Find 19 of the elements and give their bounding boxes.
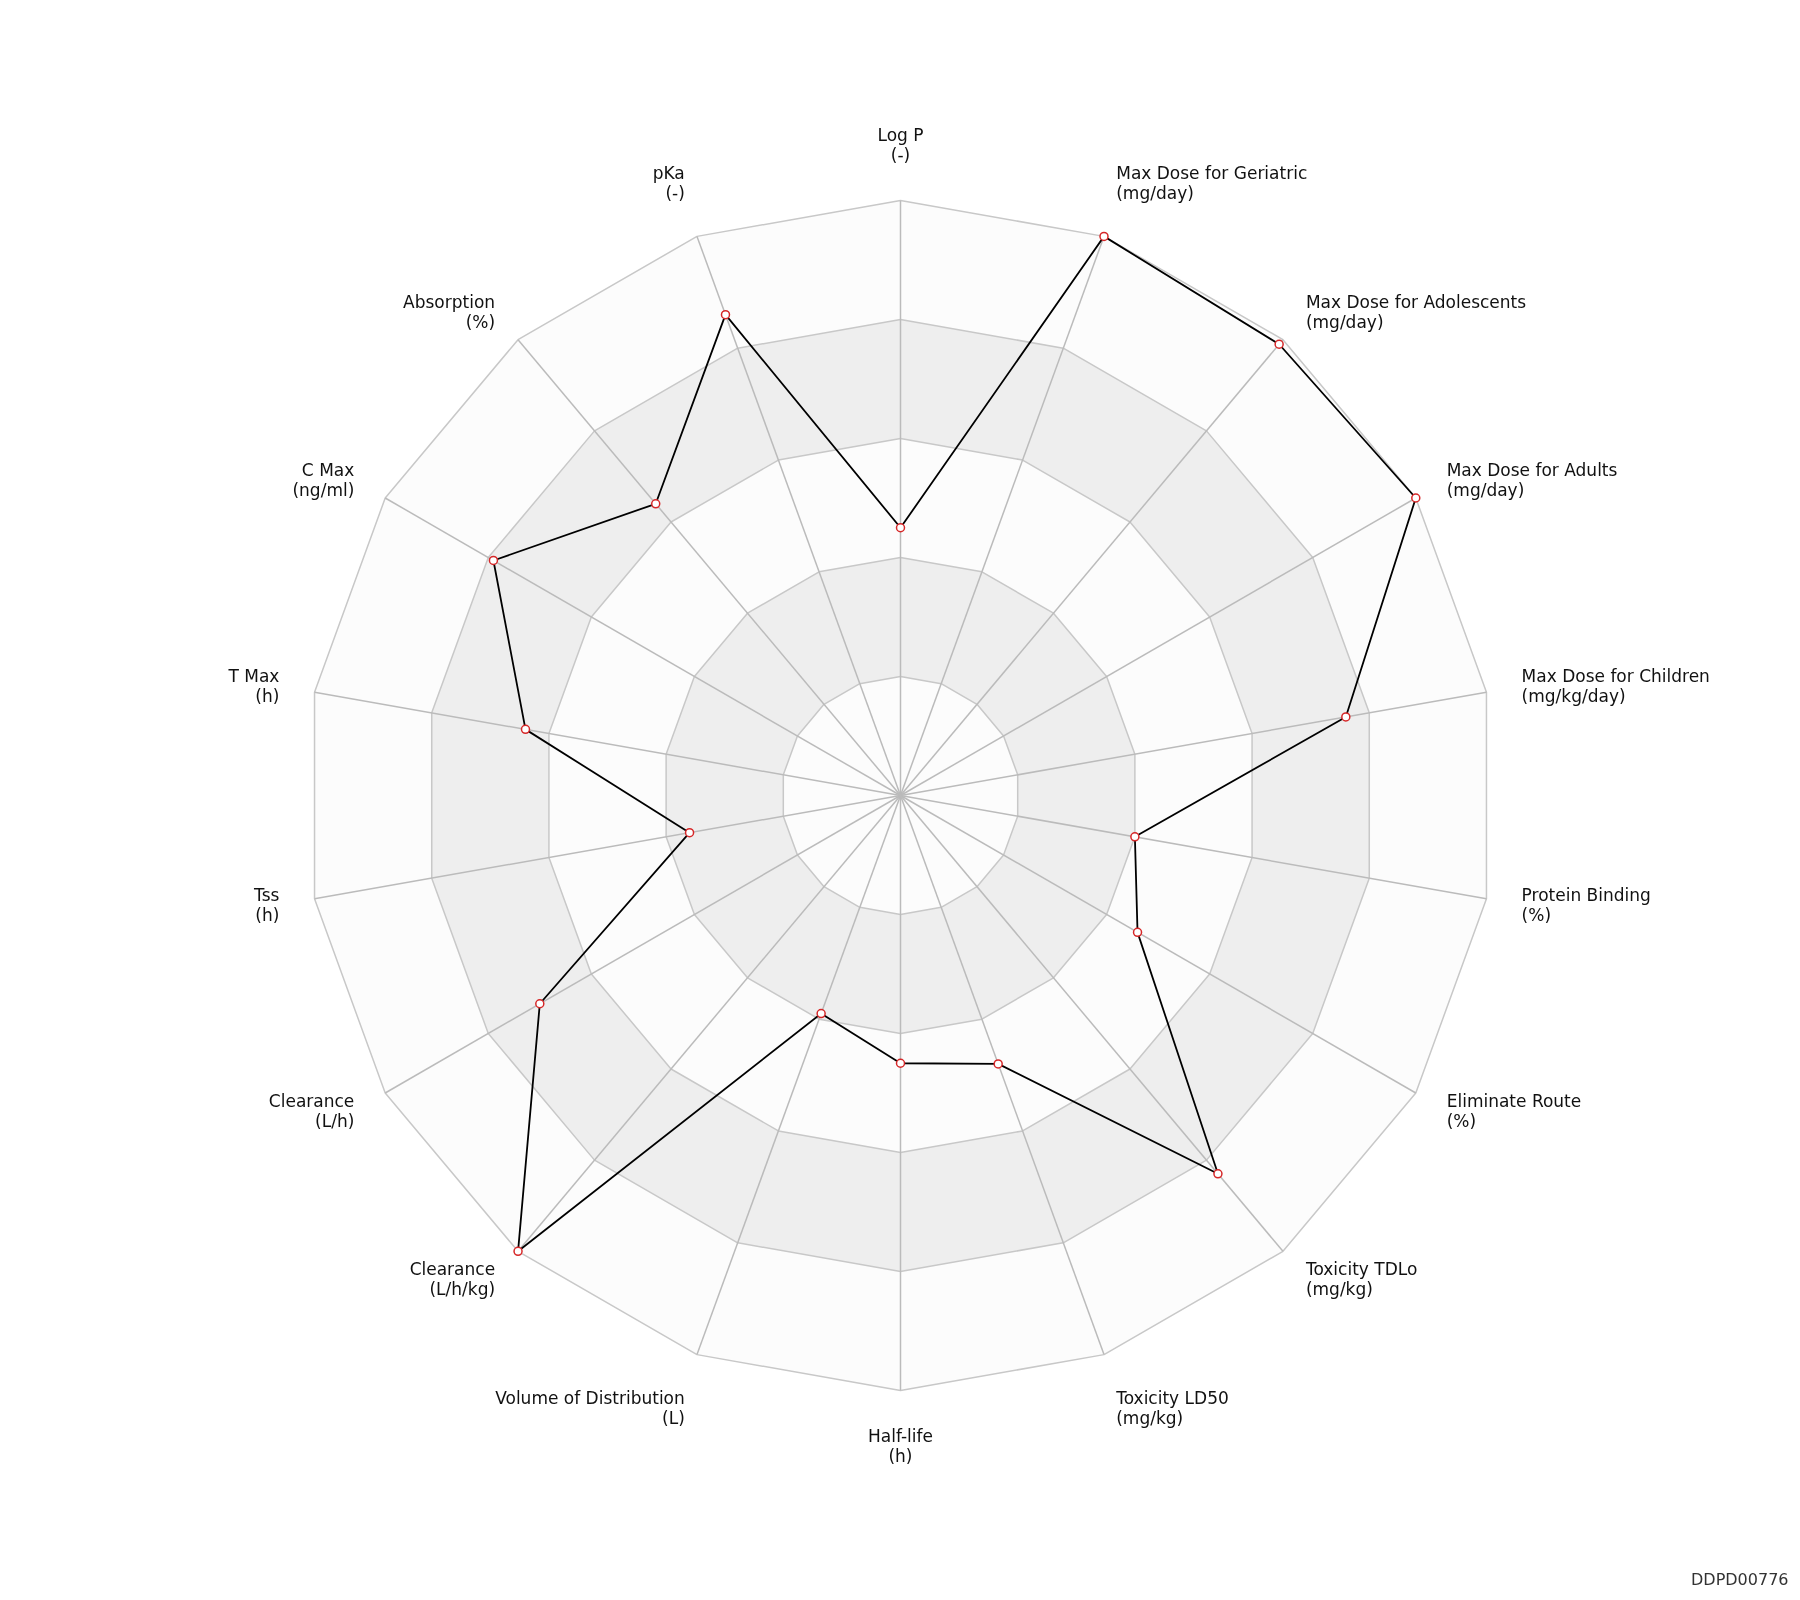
spoke-label: Toxicity LD50 (mg/kg) [1115, 1388, 1229, 1429]
spoke-label: Volume of Distribution (L) [495, 1388, 685, 1429]
spoke-label: Max Dose for Children (mg/kg/day) [1521, 665, 1710, 706]
spoke-label: Max Dose for Adolescents (mg/day) [1305, 292, 1527, 333]
spoke-label: Max Dose for Geriatric (mg/day) [1116, 162, 1308, 203]
spoke-label: Absorption (%) [403, 292, 496, 333]
spoke-label: Clearance (L/h) [268, 1090, 355, 1131]
spoke-label: pKa (-) [652, 162, 685, 203]
spoke-label: Tss (h) [253, 885, 280, 926]
spoke-label: Half-life (h) [868, 1426, 934, 1467]
spoke-label: Log P (-) [877, 124, 924, 165]
spoke-label: Clearance (L/h/kg) [409, 1258, 496, 1299]
spoke-label: Protein Binding (%) [1521, 885, 1651, 926]
text: DDPD00776 [1690, 1569, 1789, 1589]
spoke-label: T Max (h) [227, 665, 280, 706]
spoke-label: Eliminate Route (%) [1446, 1090, 1582, 1131]
spoke-label: Toxicity TDLo (mg/kg) [1304, 1258, 1418, 1299]
spoke-label: Max Dose for Adults (mg/day) [1446, 460, 1618, 501]
spoke-label: C Max (ng/ml) [292, 460, 355, 501]
